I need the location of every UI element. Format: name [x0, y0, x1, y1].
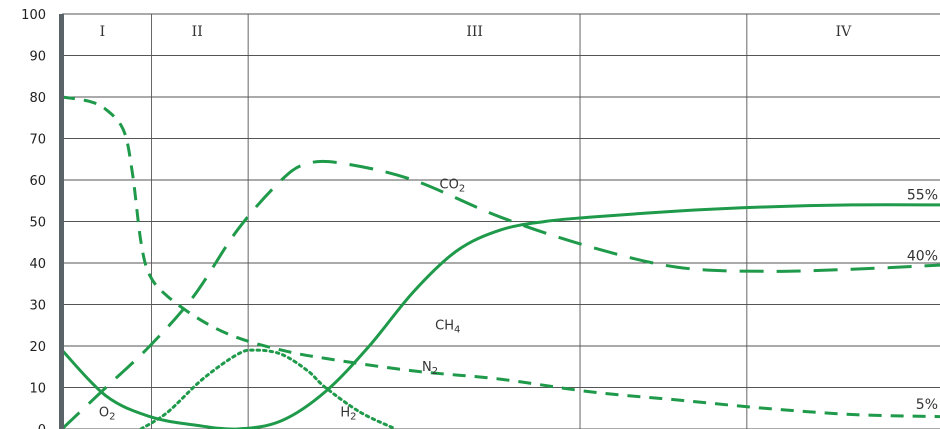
phase-label-IV: IV — [836, 24, 853, 40]
y-tick-label: 60 — [29, 174, 46, 189]
end-label-3: 5% — [916, 397, 938, 413]
phase-label-I: I — [100, 24, 106, 40]
y-tick-label: 80 — [29, 91, 46, 106]
phase-label-II: II — [192, 24, 203, 40]
y-tick-label: 20 — [29, 340, 46, 355]
y-tick-label: 100 — [21, 8, 46, 23]
series-labels: CO2 O2 N2 CH4 H2 55% 40% 5% — [99, 177, 938, 422]
series-line-o2 — [61, 95, 940, 419]
y-tick-label: 40 — [29, 257, 46, 272]
y-tick-label: 90 — [29, 50, 46, 65]
series-line-ch4 — [60, 203, 940, 429]
y-tick-label: 10 — [29, 382, 46, 397]
y-tick-label: 70 — [29, 133, 46, 148]
phase-labels: I II III IV — [100, 24, 853, 40]
series-label-ch4: CH4 — [435, 318, 460, 335]
series-line-co2 — [60, 159, 940, 429]
series-label-n2: N2 — [422, 360, 438, 377]
y-axis-bar — [59, 14, 64, 429]
series-line-h2 — [139, 348, 398, 429]
end-label-2: 40% — [907, 249, 938, 265]
y-tick-label: 50 — [29, 216, 46, 231]
y-tick-label: 30 — [29, 299, 46, 314]
grid — [62, 13, 940, 429]
end-label-1: 55% — [907, 188, 938, 204]
y-tick-label: 0 — [38, 423, 46, 429]
series-lines — [60, 95, 940, 429]
y-axis-ticks: 0 10 20 30 40 50 60 70 80 90 100 — [21, 8, 46, 429]
phase-label-III: III — [466, 24, 483, 40]
series-label-h2: H2 — [340, 406, 356, 423]
series-label-o2: O2 — [99, 406, 116, 423]
series-label-co2: CO2 — [440, 177, 466, 194]
